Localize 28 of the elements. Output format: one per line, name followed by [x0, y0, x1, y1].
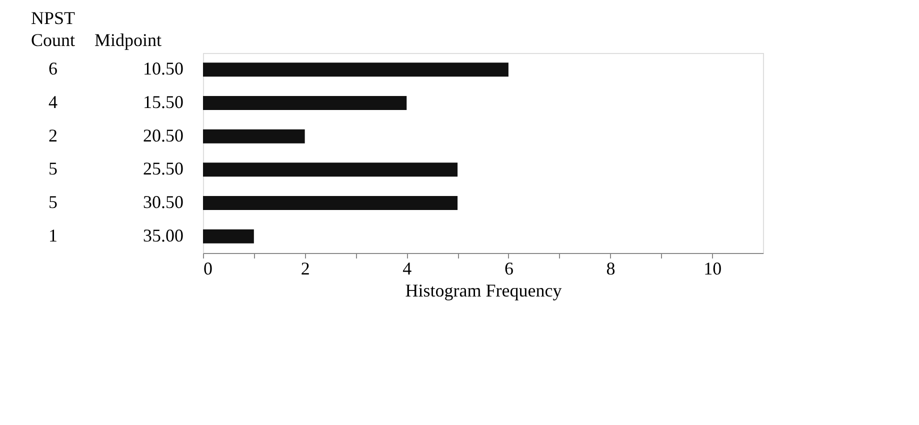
y-tick-label: 25.50 [143, 158, 184, 179]
text: Midpoint [94, 30, 162, 50]
bar [203, 229, 254, 244]
x-tick-label: 4 [402, 258, 412, 278]
y-tick-label: 30.50 [143, 192, 184, 212]
bar [203, 129, 305, 144]
x-tick-label: 8 [606, 258, 616, 278]
x-tick-label: 10 [704, 258, 722, 278]
x-axis-title: Histogram Frequency [405, 280, 562, 300]
text: NPST [30, 8, 76, 28]
bar [203, 196, 458, 210]
data-label: 6 [48, 58, 58, 79]
bar [203, 162, 458, 177]
data-label: 1 [48, 225, 58, 246]
data-label: 4 [48, 92, 58, 112]
data-label: 5 [48, 158, 58, 179]
y-tick-label: 20.50 [143, 125, 184, 146]
data-label: 2 [48, 125, 58, 146]
bar [203, 96, 407, 110]
data-label: 5 [48, 192, 58, 212]
y-tick-label: 10.50 [143, 58, 184, 79]
x-tick-label: 2 [300, 258, 310, 278]
x-tick-label: 6 [504, 258, 514, 278]
text: Count [30, 30, 76, 50]
bar [203, 62, 508, 77]
y-tick-label: 15.50 [143, 92, 184, 112]
y-tick-label: 35.00 [143, 225, 184, 246]
x-tick-label: 0 [204, 258, 212, 278]
